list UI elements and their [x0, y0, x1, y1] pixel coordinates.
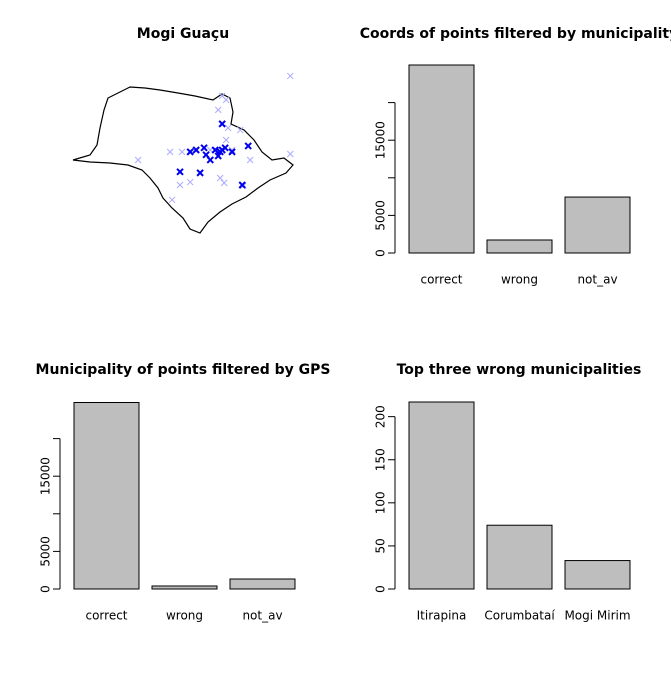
x-tick-label: Corumbataí: [484, 609, 555, 623]
y-tick-label: 15000: [374, 121, 388, 159]
point: [286, 72, 294, 80]
point: [176, 181, 184, 189]
point: [218, 146, 226, 154]
point: [244, 142, 252, 150]
y-tick-label: 0: [374, 585, 388, 593]
point: [214, 106, 222, 114]
bar: [564, 560, 631, 590]
point: [216, 174, 224, 182]
point: [238, 181, 246, 189]
point: [192, 146, 200, 154]
point: [286, 150, 294, 158]
y-tick-label: 0: [39, 585, 53, 593]
x-tick-label: correct: [85, 609, 127, 623]
point: [228, 148, 236, 156]
point: [168, 196, 176, 204]
point: [176, 168, 184, 176]
state-outline: [72, 86, 294, 234]
y-tick-label: 50: [374, 538, 388, 553]
point: [246, 156, 254, 164]
point: [178, 148, 186, 156]
bar: [229, 578, 296, 590]
bar: [73, 402, 140, 590]
bar: [151, 585, 218, 590]
point: [236, 126, 244, 134]
x-tick-label: not_av: [242, 609, 282, 623]
bar: [408, 64, 475, 254]
x-tick-label: wrong: [166, 609, 203, 623]
x-tick-label: Itirapina: [417, 609, 467, 623]
y-tick-label: 150: [374, 448, 388, 471]
point: [222, 136, 230, 144]
x-tick-label: Mogi Mirim: [564, 609, 630, 623]
bar: [408, 401, 475, 590]
point: [186, 178, 194, 186]
x-tick-label: wrong: [501, 273, 538, 287]
point: [200, 144, 208, 152]
point: [134, 156, 142, 164]
bar: [564, 196, 631, 254]
point: [214, 152, 222, 160]
x-tick-label: not_av: [577, 273, 617, 287]
point: [166, 148, 174, 156]
chart-title: Coords of points filtered by municipalit…: [360, 26, 671, 42]
point: [220, 179, 228, 187]
chart-title: Top three wrong municipalities: [397, 362, 642, 378]
point: [218, 120, 226, 128]
y-tick-label: 200: [374, 405, 388, 428]
point: [196, 169, 204, 177]
point: [222, 96, 230, 104]
y-tick-label: 5000: [374, 200, 388, 231]
point: [202, 151, 210, 159]
x-tick-label: correct: [420, 273, 462, 287]
y-tick-label: 0: [374, 249, 388, 257]
y-tick-label: 15000: [39, 457, 53, 495]
point: [186, 148, 194, 156]
y-tick-label: 5000: [39, 536, 53, 567]
y-tick-label: 100: [374, 491, 388, 514]
bar: [486, 239, 553, 254]
point: [211, 146, 219, 154]
chart-title: Mogi Guaçu: [137, 26, 229, 42]
point: [228, 146, 236, 154]
point: [224, 124, 232, 132]
bar: [486, 524, 553, 590]
chart-title: Municipality of points filtered by GPS: [36, 362, 331, 378]
